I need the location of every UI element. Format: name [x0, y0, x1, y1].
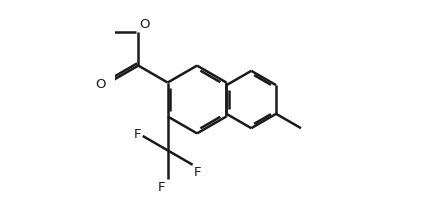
Text: F: F	[193, 166, 201, 179]
Text: F: F	[158, 181, 165, 194]
Text: O: O	[139, 18, 150, 31]
Text: F: F	[133, 129, 141, 141]
Text: O: O	[95, 78, 105, 91]
